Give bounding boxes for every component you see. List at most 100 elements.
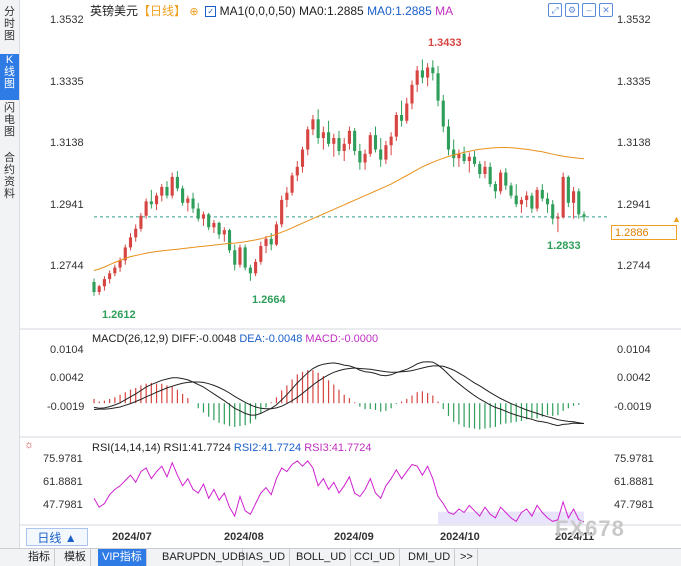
expand-icon[interactable]: ⤢ <box>548 3 562 17</box>
candle-body <box>353 130 357 151</box>
period-label[interactable]: 【日线】 <box>138 4 187 18</box>
candle-body <box>556 217 560 219</box>
x-tick-3: 2024/10 <box>440 531 480 543</box>
candle-body <box>259 245 263 262</box>
candle-body <box>311 119 315 130</box>
chart-header: 英镑美元【日线】 ⊕ ✓ MA1(0,0,0,50) MA0:1.2885 MA… <box>90 2 453 19</box>
candle-body <box>238 247 242 265</box>
candle-body <box>446 126 451 150</box>
candle-body <box>410 84 414 104</box>
candle-body <box>561 176 565 218</box>
y-tick-right-0: 1.3532 <box>617 14 651 26</box>
rsi-tick-right-0: 75.9781 <box>614 453 654 465</box>
candle-body <box>154 195 159 205</box>
y-tick-left-0: 1.3532 <box>50 14 84 26</box>
x-tick-2: 2024/09 <box>334 531 374 543</box>
candle-body <box>97 286 101 293</box>
candle-body <box>384 145 388 160</box>
candle-body <box>196 208 200 219</box>
candle-body <box>306 129 310 150</box>
candle-body <box>160 186 164 196</box>
rsi-tick-left-2: 47.7981 <box>43 499 83 511</box>
y-tick-left-3: 1.2941 <box>50 199 84 211</box>
tab-cci[interactable]: CCI_UD <box>350 549 400 566</box>
candle-body <box>504 172 508 186</box>
minimize-icon[interactable]: – <box>582 3 596 17</box>
candle-body <box>420 70 424 78</box>
tab-templates[interactable]: 模板 <box>60 549 91 566</box>
candle-body <box>254 261 258 274</box>
candle-body <box>525 195 529 200</box>
candle-body <box>399 115 404 121</box>
tab-contract-info[interactable]: 合约资料 <box>4 152 15 200</box>
y-tick-right-3: 1.2941 <box>617 199 651 211</box>
candle-body <box>327 132 331 144</box>
candle-body <box>514 195 518 205</box>
candle-body <box>426 67 430 78</box>
macd-tick-left-0: 0.0104 <box>50 344 84 356</box>
sun-icon[interactable]: ☼ <box>24 439 35 451</box>
candle-body <box>415 70 419 85</box>
tab-more[interactable]: >> <box>456 549 478 566</box>
watermark: FX678 <box>555 516 625 541</box>
close-icon[interactable]: ✕ <box>599 3 613 17</box>
candle-body <box>186 198 190 203</box>
candle-body <box>321 132 325 139</box>
candle-body <box>493 184 497 192</box>
low-annotation-3: 1.2833 <box>547 240 581 252</box>
macd-tick-right-2: -0.0019 <box>614 401 652 413</box>
macd-tick-right-1: 0.0042 <box>617 372 651 384</box>
candle-body <box>337 138 341 151</box>
tab-dmi[interactable]: DMI_UD <box>404 549 456 566</box>
candle-body <box>405 103 409 121</box>
checked-box-icon[interactable]: ✓ <box>205 6 217 18</box>
y-tick-right-1: 1.3335 <box>617 76 651 88</box>
circle-plus-icon[interactable]: ⊕ <box>189 6 199 18</box>
candle-body <box>217 222 221 235</box>
rsi3-label: RSI3:41.7724 <box>304 442 372 454</box>
macd-tick-right-0: 0.0104 <box>617 344 651 356</box>
candle-body <box>280 199 284 225</box>
candle-body <box>134 228 138 238</box>
macd-diff-line <box>93 361 584 427</box>
candle-body <box>144 201 148 216</box>
candle-body <box>201 214 206 219</box>
chart-canvas[interactable] <box>0 0 681 548</box>
ma-label: MA <box>435 4 454 18</box>
candle-body <box>92 281 96 293</box>
tab-vip-indicators[interactable]: VIP指标 <box>98 549 147 566</box>
candle-body <box>363 153 367 163</box>
tab-boll[interactable]: BOLL_UD <box>292 549 352 566</box>
candle-body <box>285 192 289 200</box>
tab-timeshare[interactable]: 分时图 <box>4 6 15 42</box>
tab-barupdn[interactable]: BARUPDN_UD <box>158 549 243 566</box>
candle-body <box>113 267 117 274</box>
candle-body <box>467 156 471 162</box>
y-tick-right-2: 1.3138 <box>617 137 651 149</box>
tab-indicators[interactable]: 指标 <box>24 549 55 566</box>
candle-body <box>452 149 456 159</box>
candle-body <box>488 166 492 185</box>
candle-body <box>316 119 320 139</box>
symbol-title: 英镑美元 <box>90 4 139 18</box>
ma0-value-colored: MA0:1.2885 <box>367 4 432 18</box>
candle-body <box>269 238 273 245</box>
candle-body <box>389 136 393 146</box>
candle-body <box>264 238 268 246</box>
ma0-value: MA0:1.2885 <box>299 4 364 18</box>
macd-header: MACD(26,12,9) DIFF:-0.0048 DEA:-0.0048 M… <box>92 333 378 345</box>
rsi-tick-right-2: 47.7981 <box>614 499 654 511</box>
candle-body <box>118 260 122 268</box>
tab-bias[interactable]: BIAS_UD <box>234 549 291 566</box>
tab-tick[interactable]: 闪电图 <box>4 102 15 138</box>
candle-body <box>551 204 555 219</box>
candle-body <box>149 201 153 205</box>
low-annotation-1: 1.2612 <box>102 309 136 321</box>
y-tick-left-1: 1.3335 <box>50 76 84 88</box>
period-selector-button[interactable]: 日线 ▲ <box>26 528 88 546</box>
candle-body <box>509 185 513 196</box>
settings-icon[interactable]: ⚙ <box>565 3 579 17</box>
candle-body <box>358 150 362 163</box>
x-tick-4: 2024/11 <box>555 531 595 543</box>
